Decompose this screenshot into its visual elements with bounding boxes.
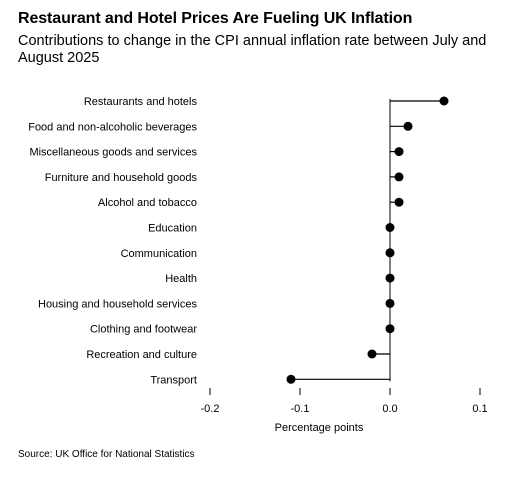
- category-label: Transport: [150, 374, 197, 386]
- category-label: Restaurants and hotels: [84, 96, 198, 108]
- data-point: [385, 248, 395, 258]
- chart-subtitle: Contributions to change in the CPI annua…: [18, 33, 487, 66]
- category-label: Alcohol and tobacco: [98, 197, 197, 209]
- data-point: [367, 349, 377, 359]
- source-note: Source: UK Office for National Statistic…: [18, 449, 195, 460]
- category-label: Education: [148, 223, 197, 235]
- category-label: Recreation and culture: [86, 349, 197, 361]
- data-point: [394, 147, 404, 157]
- chart-title: Restaurant and Hotel Prices Are Fueling …: [18, 10, 413, 27]
- category-label: Miscellaneous goods and services: [29, 147, 197, 159]
- category-label: Health: [165, 273, 197, 285]
- data-point: [385, 298, 395, 308]
- data-point: [385, 223, 395, 232]
- data-point: [403, 121, 413, 131]
- x-tick-label: 0.1: [472, 403, 487, 415]
- category-label: Clothing and footwear: [90, 324, 197, 336]
- x-axis-label: Percentage points: [275, 422, 364, 434]
- category-label: Communication: [121, 248, 197, 260]
- data-point: [439, 96, 449, 106]
- category-label: Housing and household services: [38, 298, 197, 310]
- data-point: [394, 197, 404, 207]
- x-tick-label: -0.2: [201, 403, 220, 415]
- x-tick-label: 0.0: [382, 403, 397, 415]
- data-point: [286, 374, 296, 384]
- category-label: Food and non-alcoholic beverages: [28, 121, 197, 133]
- category-label: Furniture and household goods: [45, 172, 198, 184]
- data-point: [394, 172, 404, 182]
- x-tick-label: -0.1: [291, 403, 310, 415]
- dot-plot-chart: Restaurants and hotels Food and non-alcoh…: [28, 96, 487, 434]
- data-point: [385, 324, 395, 334]
- data-point: [385, 273, 395, 283]
